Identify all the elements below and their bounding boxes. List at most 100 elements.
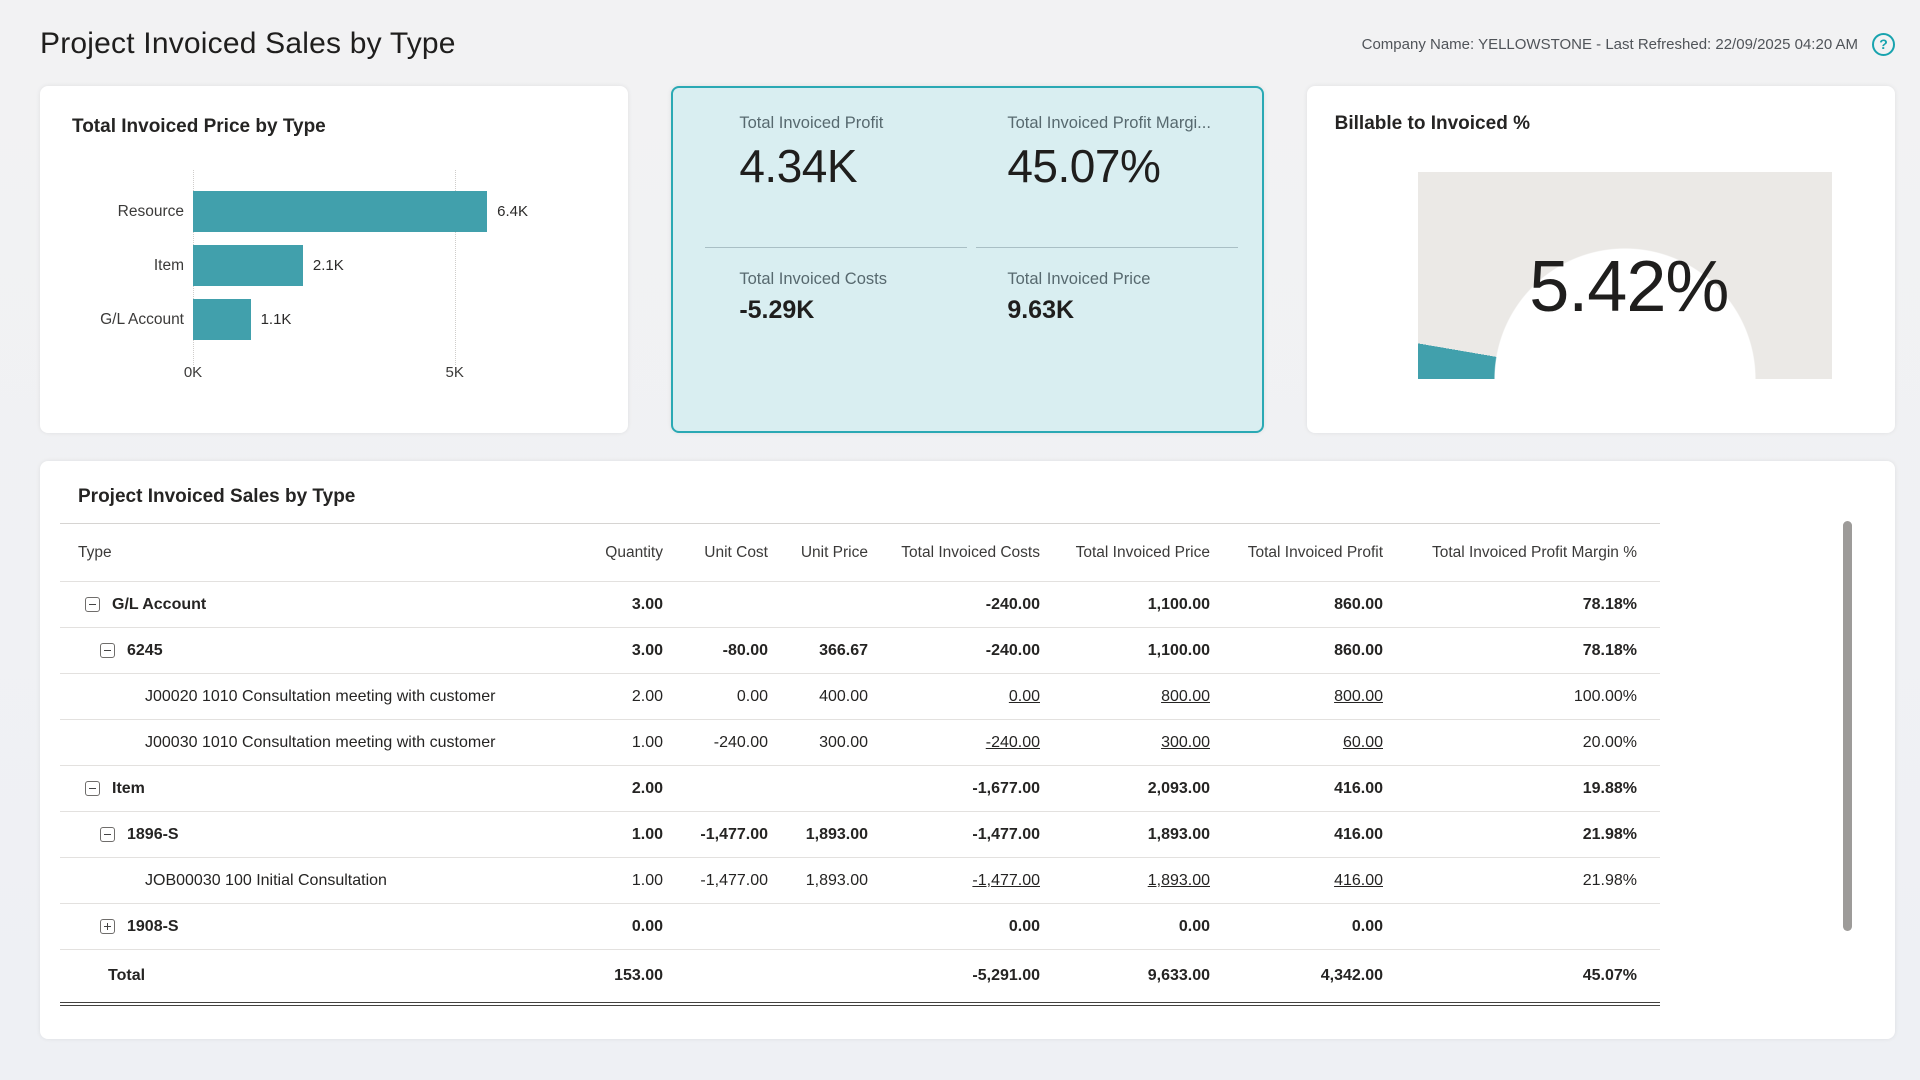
category-label: G/L Account bbox=[100, 310, 184, 328]
profit-cell[interactable]: 416.00 bbox=[1334, 871, 1383, 889]
header-meta: Company Name: YELLOWSTONE - Last Refresh… bbox=[1361, 32, 1895, 56]
unit_cost-cell: 0.00 bbox=[736, 687, 768, 705]
gauge-title: Billable to Invoiced % bbox=[1334, 113, 1530, 134]
column-header[interactable]: Total Invoiced Costs bbox=[901, 543, 1040, 561]
type-label: 6245 bbox=[127, 641, 163, 659]
costs-cell: -240.00 bbox=[985, 595, 1040, 613]
total-profit-cell: 4,342.00 bbox=[1320, 967, 1383, 984]
price-cell: 1,100.00 bbox=[1147, 595, 1210, 613]
margin-cell: 78.18% bbox=[1582, 595, 1637, 613]
profit-cell[interactable]: 800.00 bbox=[1334, 687, 1383, 705]
quantity-cell: 1.00 bbox=[631, 825, 663, 843]
column-header[interactable]: Total Invoiced Profit Margin % bbox=[1431, 543, 1637, 561]
bar-row: G/L Account 1.1K bbox=[100, 299, 528, 340]
gauge-arc[interactable] bbox=[1417, 172, 1832, 379]
bar-g-l-account[interactable] bbox=[193, 299, 251, 340]
table-title-divider bbox=[60, 523, 1660, 524]
quantity-cell: 2.00 bbox=[631, 779, 663, 797]
expand-icon[interactable] bbox=[100, 919, 115, 934]
total-label: Total bbox=[108, 967, 146, 984]
profit-cell: 860.00 bbox=[1334, 595, 1383, 613]
kpi-label: Total Invoiced Profit bbox=[739, 114, 884, 132]
bar-resource[interactable] bbox=[193, 191, 488, 232]
column-header[interactable]: Quantity bbox=[605, 543, 663, 561]
column-header[interactable]: Type bbox=[78, 543, 112, 561]
kpi-card: Total Invoiced Profit 4.34K Total Invoic… bbox=[671, 86, 1264, 433]
profit-cell: 860.00 bbox=[1334, 641, 1383, 659]
unit_price-cell: 1,893.00 bbox=[805, 825, 868, 843]
table-row[interactable]: 1908-S 0.00 0.00 0.00 0.00 bbox=[60, 904, 1660, 950]
bar-chart-card: Total Invoiced Price by Type 0K 5K Resourc… bbox=[40, 86, 629, 433]
bar-chart-title: Total Invoiced Price by Type bbox=[72, 116, 326, 137]
kpi-value: -5.29K bbox=[739, 296, 815, 324]
costs-cell: 0.00 bbox=[1008, 917, 1040, 935]
kpi-top-row: Total Invoiced Profit 4.34K Total Invoic… bbox=[673, 88, 1261, 193]
bar-row: Resource 6.4K bbox=[118, 191, 528, 232]
profit-cell: 0.00 bbox=[1351, 917, 1383, 935]
unit_cost-cell: -1,477.00 bbox=[700, 871, 768, 889]
bar-row: Item 2.1K bbox=[154, 245, 528, 286]
column-header[interactable]: Unit Cost bbox=[704, 543, 768, 561]
table-row[interactable]: J00020 1010 Consultation meeting with cu… bbox=[60, 674, 1660, 720]
type-label: J00030 1010 Consultation meeting with cu… bbox=[145, 733, 496, 751]
table-row[interactable]: JOB00030 100 Initial Consultation 1.00 -1,… bbox=[60, 858, 1660, 904]
quantity-cell: 1.00 bbox=[631, 871, 663, 889]
column-header[interactable]: Unit Price bbox=[800, 543, 868, 561]
help-icon[interactable]: ? bbox=[1872, 32, 1895, 56]
profit-cell[interactable]: 60.00 bbox=[1342, 733, 1383, 751]
price-cell[interactable]: 1,893.00 bbox=[1147, 871, 1210, 889]
x-tick-label: 0K bbox=[183, 364, 203, 381]
table-row[interactable]: 1896-S 1.00 -1,477.00 1,893.00 -1,477.00 1,89… bbox=[60, 812, 1660, 858]
collapse-icon[interactable] bbox=[85, 597, 100, 612]
table-scrollbar-thumb[interactable] bbox=[1843, 521, 1852, 931]
kpi-item: Total Invoiced Profit 4.34K bbox=[739, 114, 1007, 193]
kpi-item: Total Invoiced Costs -5.29K bbox=[739, 270, 1007, 325]
costs-cell: -240.00 bbox=[985, 641, 1040, 659]
bar-value-label: 6.4K bbox=[497, 203, 528, 220]
company-refresh-label: Company Name: YELLOWSTONE - Last Refresh… bbox=[1361, 35, 1858, 53]
margin-cell: 21.98% bbox=[1582, 871, 1637, 889]
kpi-label: Total Invoiced Price bbox=[1007, 270, 1151, 288]
margin-cell: 100.00% bbox=[1573, 687, 1637, 705]
collapse-icon[interactable] bbox=[85, 781, 100, 796]
column-header[interactable]: Total Invoiced Profit bbox=[1247, 543, 1383, 561]
costs-cell[interactable]: -240.00 bbox=[985, 733, 1040, 751]
unit_cost-cell: -80.00 bbox=[722, 641, 768, 659]
price-cell[interactable]: 800.00 bbox=[1161, 687, 1210, 705]
visual-cards-row: Total Invoiced Price by Type 0K 5K Resourc… bbox=[40, 86, 1895, 433]
kpi-value: 45.07% bbox=[1007, 140, 1161, 192]
profit-cell: 416.00 bbox=[1334, 825, 1383, 843]
quantity-cell: 2.00 bbox=[631, 687, 663, 705]
price-cell[interactable]: 300.00 bbox=[1161, 733, 1210, 751]
bar-item[interactable] bbox=[193, 245, 303, 286]
kpi-bottom-row: Total Invoiced Costs -5.29K Total Invoic… bbox=[673, 248, 1261, 325]
bar-chart-plot: 0K 5K Resource 6.4K Item 2.1K G/L Account 1.1K bbox=[100, 170, 528, 381]
quantity-cell: 3.00 bbox=[631, 641, 663, 659]
quantity-cell: 0.00 bbox=[631, 917, 663, 935]
x-gridline bbox=[454, 170, 456, 365]
type-label: 1896-S bbox=[127, 825, 179, 843]
matrix-table: Type Quantity Unit Cost Unit Price Total Inv… bbox=[60, 524, 1660, 1006]
unit_cost-cell: -1,477.00 bbox=[700, 825, 768, 843]
column-header[interactable]: Total Invoiced Price bbox=[1075, 543, 1210, 561]
table-row[interactable]: 6245 3.00 -80.00 366.67 -240.00 1,100.00 860.0… bbox=[60, 628, 1660, 674]
table-total-row: Total 153.00 -5,291.00 9,633.00 4,342.00 45.0… bbox=[60, 950, 1660, 1006]
collapse-icon[interactable] bbox=[100, 643, 115, 658]
costs-cell[interactable]: -1,477.00 bbox=[972, 871, 1040, 889]
table-row[interactable]: Item 2.00 -1,677.00 2,093.00 416.00 19.88% bbox=[60, 766, 1660, 812]
margin-cell: 20.00% bbox=[1582, 733, 1637, 751]
collapse-icon[interactable] bbox=[100, 827, 115, 842]
kpi-label: Total Invoiced Costs bbox=[739, 270, 887, 288]
costs-cell: -1,477.00 bbox=[972, 825, 1040, 843]
quantity-cell: 3.00 bbox=[631, 595, 663, 613]
costs-cell[interactable]: 0.00 bbox=[1008, 687, 1040, 705]
gauge-card: Billable to Invoiced % 5.42% bbox=[1306, 86, 1895, 433]
profit-cell: 416.00 bbox=[1334, 779, 1383, 797]
price-cell: 1,100.00 bbox=[1147, 641, 1210, 659]
table-row[interactable]: J00030 1010 Consultation meeting with cu… bbox=[60, 720, 1660, 766]
total-quantity-cell: 153.00 bbox=[614, 967, 663, 984]
table-header-row: Type Quantity Unit Cost Unit Price Total Inv… bbox=[60, 524, 1660, 582]
type-label: J00020 1010 Consultation meeting with cu… bbox=[145, 687, 496, 705]
category-label: Resource bbox=[117, 202, 184, 220]
table-row[interactable]: G/L Account 3.00 -240.00 1,100.00 860.00 78.1… bbox=[60, 582, 1660, 628]
